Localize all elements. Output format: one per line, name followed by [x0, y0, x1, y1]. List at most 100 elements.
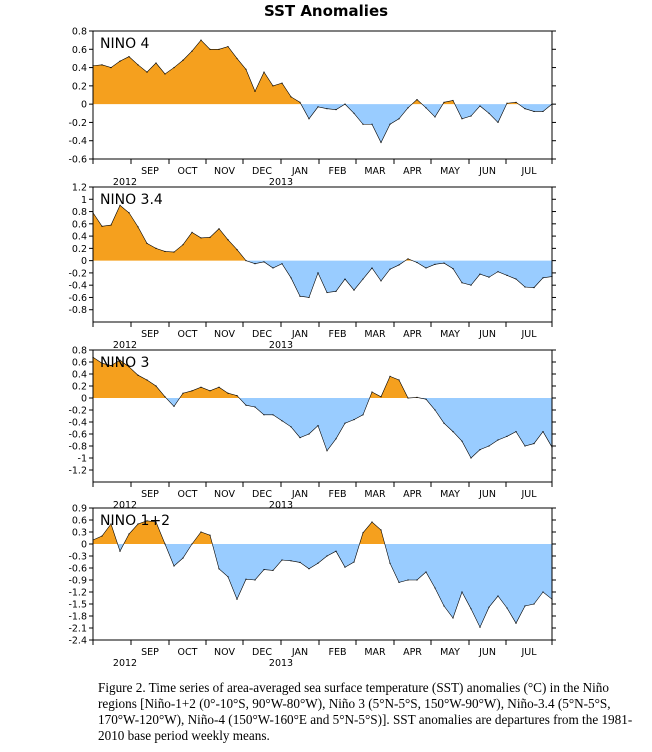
data-point: [317, 562, 319, 564]
x-tick-label: APR: [403, 647, 422, 658]
data-point: [290, 277, 292, 279]
data-point: [254, 263, 256, 265]
data-point: [434, 116, 436, 118]
x-tick-label: MAY: [440, 647, 460, 658]
data-point: [299, 561, 301, 564]
y-tick-label: 1: [81, 195, 87, 206]
data-point: [326, 291, 328, 294]
y-tick-label: 0.6: [72, 358, 87, 369]
data-point: [128, 533, 130, 535]
data-point: [218, 386, 220, 388]
data-point: [272, 267, 274, 269]
data-point: [263, 569, 265, 571]
data-point: [155, 247, 157, 249]
data-point: [281, 263, 283, 265]
data-point: [254, 406, 256, 408]
data-point: [452, 431, 454, 433]
data-point: [191, 390, 193, 392]
data-point: [227, 239, 229, 241]
y-tick-label: -0.2: [68, 406, 87, 417]
data-point: [236, 57, 238, 60]
data-point: [155, 385, 157, 387]
data-point: [164, 250, 166, 253]
negative-anomaly-area: [93, 104, 552, 143]
data-point: [299, 437, 301, 439]
year-label: 2013: [269, 177, 293, 188]
x-tick-label: NOV: [214, 647, 235, 658]
data-point: [533, 110, 535, 113]
x-tick-label: MAR: [364, 647, 386, 658]
data-point: [380, 529, 382, 531]
data-point: [146, 242, 148, 245]
data-point: [533, 603, 535, 605]
data-point: [497, 121, 499, 124]
plot-frame: [92, 507, 553, 641]
data-point: [479, 626, 481, 628]
data-point: [452, 617, 454, 619]
data-point: [524, 286, 526, 288]
data-point: [128, 56, 130, 58]
x-tick-label: JUN: [478, 489, 496, 500]
x-tick-label: DEC: [252, 166, 272, 177]
x-tick-label: JUL: [520, 329, 537, 340]
data-point: [335, 550, 337, 552]
data-point: [290, 426, 292, 428]
positive-anomaly-area: [93, 40, 552, 105]
positive-anomaly-area: [93, 357, 552, 398]
data-point: [452, 268, 454, 270]
data-point: [218, 568, 220, 570]
data-point: [443, 422, 445, 424]
x-tick-label: JUL: [520, 166, 537, 177]
data-point: [128, 212, 130, 214]
data-point: [353, 112, 355, 114]
x-tick-label: MAR: [364, 329, 386, 340]
data-point: [101, 64, 103, 66]
data-point: [479, 273, 481, 275]
data-point: [335, 438, 337, 440]
data-point: [353, 289, 355, 291]
data-point: [245, 68, 247, 70]
y-tick-label: 0.8: [72, 207, 87, 218]
y-tick-label: 0: [81, 256, 87, 267]
data-point: [110, 523, 112, 525]
data-point: [515, 278, 517, 280]
data-point: [182, 59, 184, 61]
data-point: [416, 396, 418, 398]
data-point: [425, 107, 427, 109]
year-label: 2013: [269, 658, 293, 669]
y-tick-label: 0: [81, 540, 87, 551]
chart-main-title: SST Anomalies: [263, 2, 389, 20]
data-point: [317, 272, 319, 274]
x-tick-label: NOV: [214, 329, 235, 340]
data-point: [119, 359, 121, 361]
data-point: [389, 562, 391, 564]
data-point: [344, 278, 346, 280]
x-tick-label: NOV: [214, 166, 235, 177]
data-point: [164, 396, 166, 398]
data-point: [470, 457, 472, 459]
data-point: [272, 414, 274, 416]
y-tick-label: 0.4: [72, 232, 87, 243]
data-point: [155, 62, 157, 64]
data-point: [110, 224, 112, 226]
data-point: [470, 115, 472, 117]
y-tick-label: 0.8: [72, 346, 87, 357]
panel-3: 0.80.60.40.20-0.2-0.4-0.6-0.8-1-1.2 SEP OC…: [68, 346, 556, 511]
data-point: [506, 274, 508, 276]
y-tick-label: 1.2: [72, 183, 87, 194]
data-point: [200, 237, 202, 239]
y-tick-label: -0.6: [68, 293, 87, 304]
data-point: [470, 284, 472, 286]
x-tick-label: FEB: [329, 166, 347, 177]
data-point: [506, 435, 508, 437]
data-point: [533, 287, 535, 289]
data-point: [173, 405, 175, 407]
data-point: [137, 64, 139, 66]
panel-title: NINO 3.4: [100, 192, 163, 208]
data-point: [290, 560, 292, 562]
data-point: [362, 278, 364, 280]
x-tick-label: JAN: [291, 166, 308, 177]
year-label: 2012: [113, 177, 137, 188]
data-point: [461, 440, 463, 442]
data-point: [227, 392, 229, 394]
